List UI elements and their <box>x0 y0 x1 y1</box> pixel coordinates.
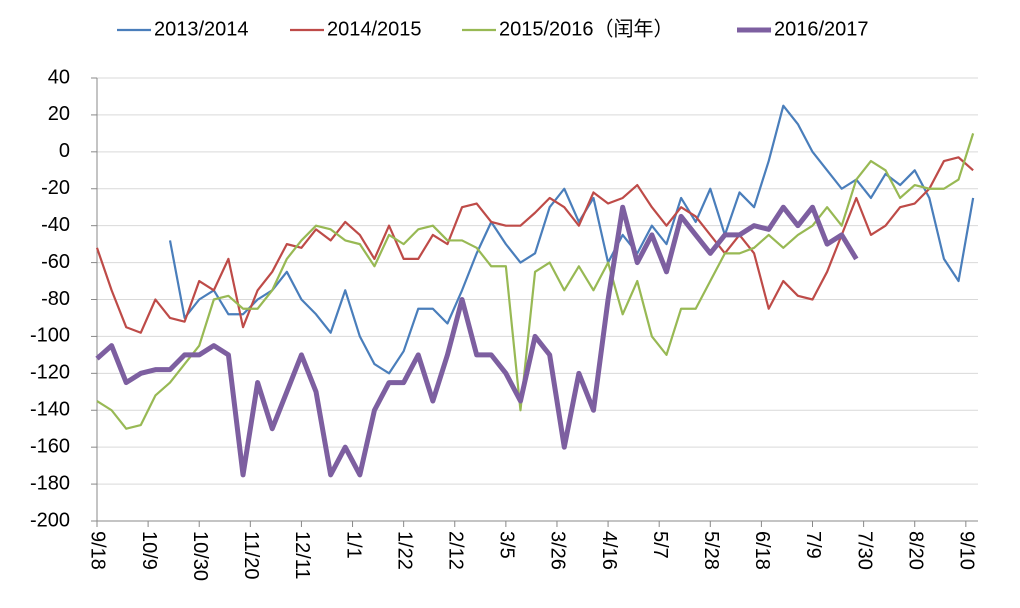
x-tick-label: 10/30 <box>189 531 211 581</box>
x-tick-label: 10/9 <box>138 531 160 570</box>
y-tick-label: -200 <box>30 509 70 531</box>
y-tick-label: -180 <box>30 472 70 494</box>
x-tick-label: 5/7 <box>649 531 671 559</box>
x-tick-label: 11/20 <box>240 531 262 580</box>
y-tick-label: -100 <box>30 325 70 347</box>
series-line <box>168 104 975 375</box>
x-tick-label: 7/30 <box>853 531 875 570</box>
legend-label: 2013/2014 <box>154 18 249 40</box>
series-line <box>96 133 975 430</box>
y-tick-label: -40 <box>41 214 70 236</box>
x-tick-label: 9/10 <box>956 531 978 570</box>
x-tick-label: 1/1 <box>342 531 364 559</box>
series-line <box>95 156 974 334</box>
x-tick-label: 3/26 <box>547 531 569 570</box>
y-tick-label: -160 <box>30 435 70 457</box>
x-tick-label: 1/22 <box>393 531 415 570</box>
y-tick-label: -20 <box>41 177 70 199</box>
y-tick-label: -140 <box>30 399 70 421</box>
x-tick-label: 8/20 <box>904 531 926 570</box>
x-tick-label: 2/12 <box>444 531 466 570</box>
x-tick-label: 4/16 <box>598 531 620 570</box>
y-tick-label: 0 <box>59 140 70 162</box>
x-tick-label: 12/11 <box>291 531 313 580</box>
y-tick-label: -120 <box>30 362 70 384</box>
x-tick-label: 9/18 <box>87 531 109 570</box>
series-line <box>95 204 859 478</box>
x-tick-label: 7/9 <box>802 531 824 559</box>
x-tick-label: 6/18 <box>751 531 773 570</box>
y-tick-label: -60 <box>41 251 70 273</box>
y-tick-label: 20 <box>48 103 70 125</box>
legend-label: 2015/2016（闰年） <box>499 17 674 40</box>
x-tick-label: 3/5 <box>496 531 518 559</box>
x-tick-label: 5/28 <box>700 531 722 570</box>
legend-label: 2014/2015 <box>327 18 422 40</box>
y-tick-label: -80 <box>41 288 70 310</box>
y-tick-label: 40 <box>48 66 70 88</box>
legend-label: 2016/2017 <box>774 18 869 40</box>
